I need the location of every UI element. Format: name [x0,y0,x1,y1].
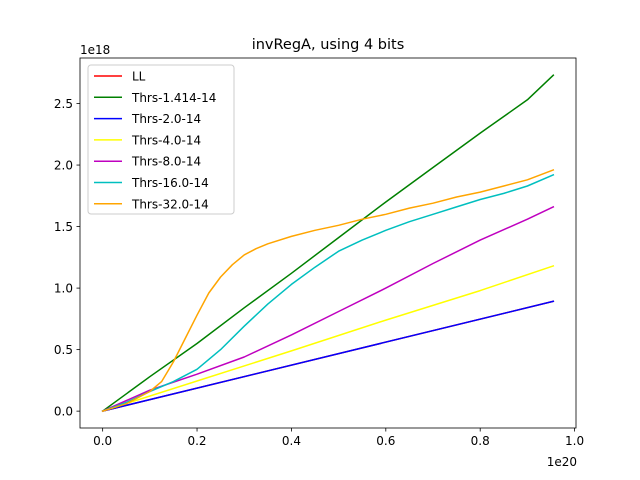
x-tick-label: 0.4 [282,434,301,448]
legend-label: Thrs-1.414-14 [131,91,216,105]
y-axis-offset-label: 1e18 [80,43,110,57]
series-line-3 [101,264,555,413]
x-tick-label: 0.8 [471,434,490,448]
legend-label: LL [132,70,146,84]
series-lines [101,74,555,413]
axis-ticks: 0.0 0.2 0.4 0.6 0.8 1.0 0.0 0.5 1.0 1.5 2.0 2.5 [54,97,584,448]
chart-title: invRegA, using 4 bits [252,37,405,53]
y-tick-label: 0.0 [54,405,73,419]
legend-label: Thrs-2.0-14 [131,112,201,126]
y-tick-label: 0.5 [54,343,73,357]
y-tick-label: 2.5 [54,97,73,111]
legend-label: Thrs-4.0-14 [131,133,201,147]
legend-label: Thrs-16.0-14 [131,176,209,190]
x-axis-offset-label: 1e20 [547,455,577,469]
x-tick-label: 0.0 [93,434,112,448]
legend-box [87,64,235,215]
x-tick-label: 0.6 [376,434,395,448]
x-tick-label: 1.0 [565,434,584,448]
series-line-5 [101,173,555,413]
legend-label: Thrs-32.0-14 [131,197,209,211]
plot-frame [79,57,577,429]
legend: LL Thrs-1.414-14 Thrs-2.0-14 Thrs-4.0-14 Thr… [87,64,235,215]
y-tick-label: 1.5 [54,220,73,234]
legend-label: Thrs-8.0-14 [131,155,201,169]
series-line-2 [101,300,555,413]
y-tick-label: 1.0 [54,282,73,296]
y-tick-label: 2.0 [54,159,73,173]
series-line-4 [101,205,555,413]
x-tick-label: 0.2 [187,434,206,448]
series-line-1 [101,74,555,413]
series-line-6 [101,169,555,413]
